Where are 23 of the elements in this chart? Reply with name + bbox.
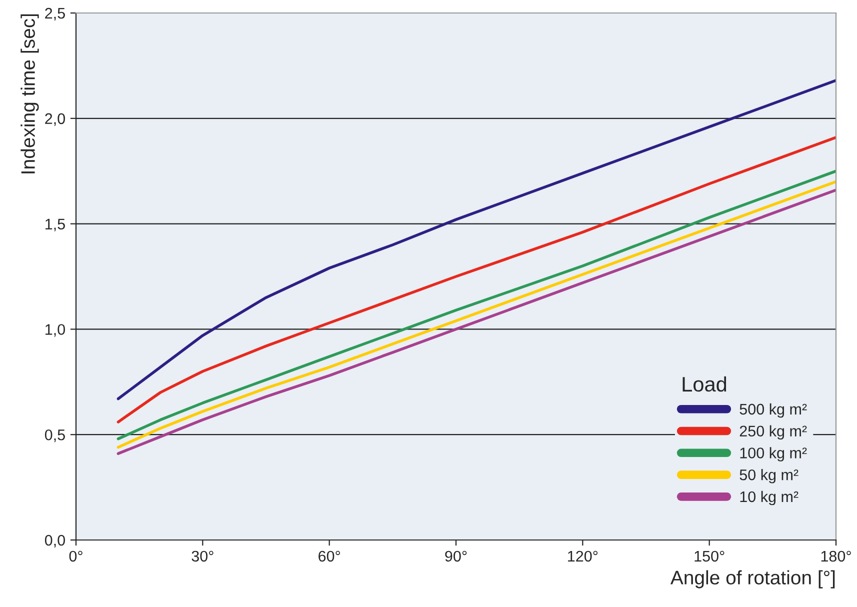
x-tick-label: 0° <box>69 550 82 562</box>
x-tick-label: 120° <box>568 550 598 562</box>
legend-title: Load <box>682 376 726 392</box>
x-tick-label: 180° <box>821 550 851 562</box>
y-tick-label: 2,5 <box>45 8 65 20</box>
x-tick-label: 150° <box>694 550 724 562</box>
y-axis-title: Indexing time [sec] <box>20 14 39 174</box>
y-tick-label: 0,5 <box>44 429 65 442</box>
legend-label: 100 kg m² <box>740 447 807 462</box>
line-series <box>116 136 836 424</box>
legend-label: 250 kg m² <box>740 425 807 440</box>
x-tick-label: 90° <box>445 550 467 562</box>
legend-label: 500 kg m² <box>740 403 807 418</box>
legend-label: 50 kg m² <box>740 469 798 484</box>
x-axis-title: Angle of rotation [°] <box>670 570 835 588</box>
x-tick-label: 60° <box>318 550 340 562</box>
y-tick-label: 2,0 <box>45 113 65 126</box>
x-tick-label: 30° <box>192 550 214 562</box>
y-tick-label: 0,0 <box>44 534 65 548</box>
y-tick-label: 1,0 <box>46 324 65 337</box>
legend-label: 10 kg m² <box>740 490 798 506</box>
line-series <box>116 79 836 400</box>
y-tick-label: 1,5 <box>46 218 65 232</box>
